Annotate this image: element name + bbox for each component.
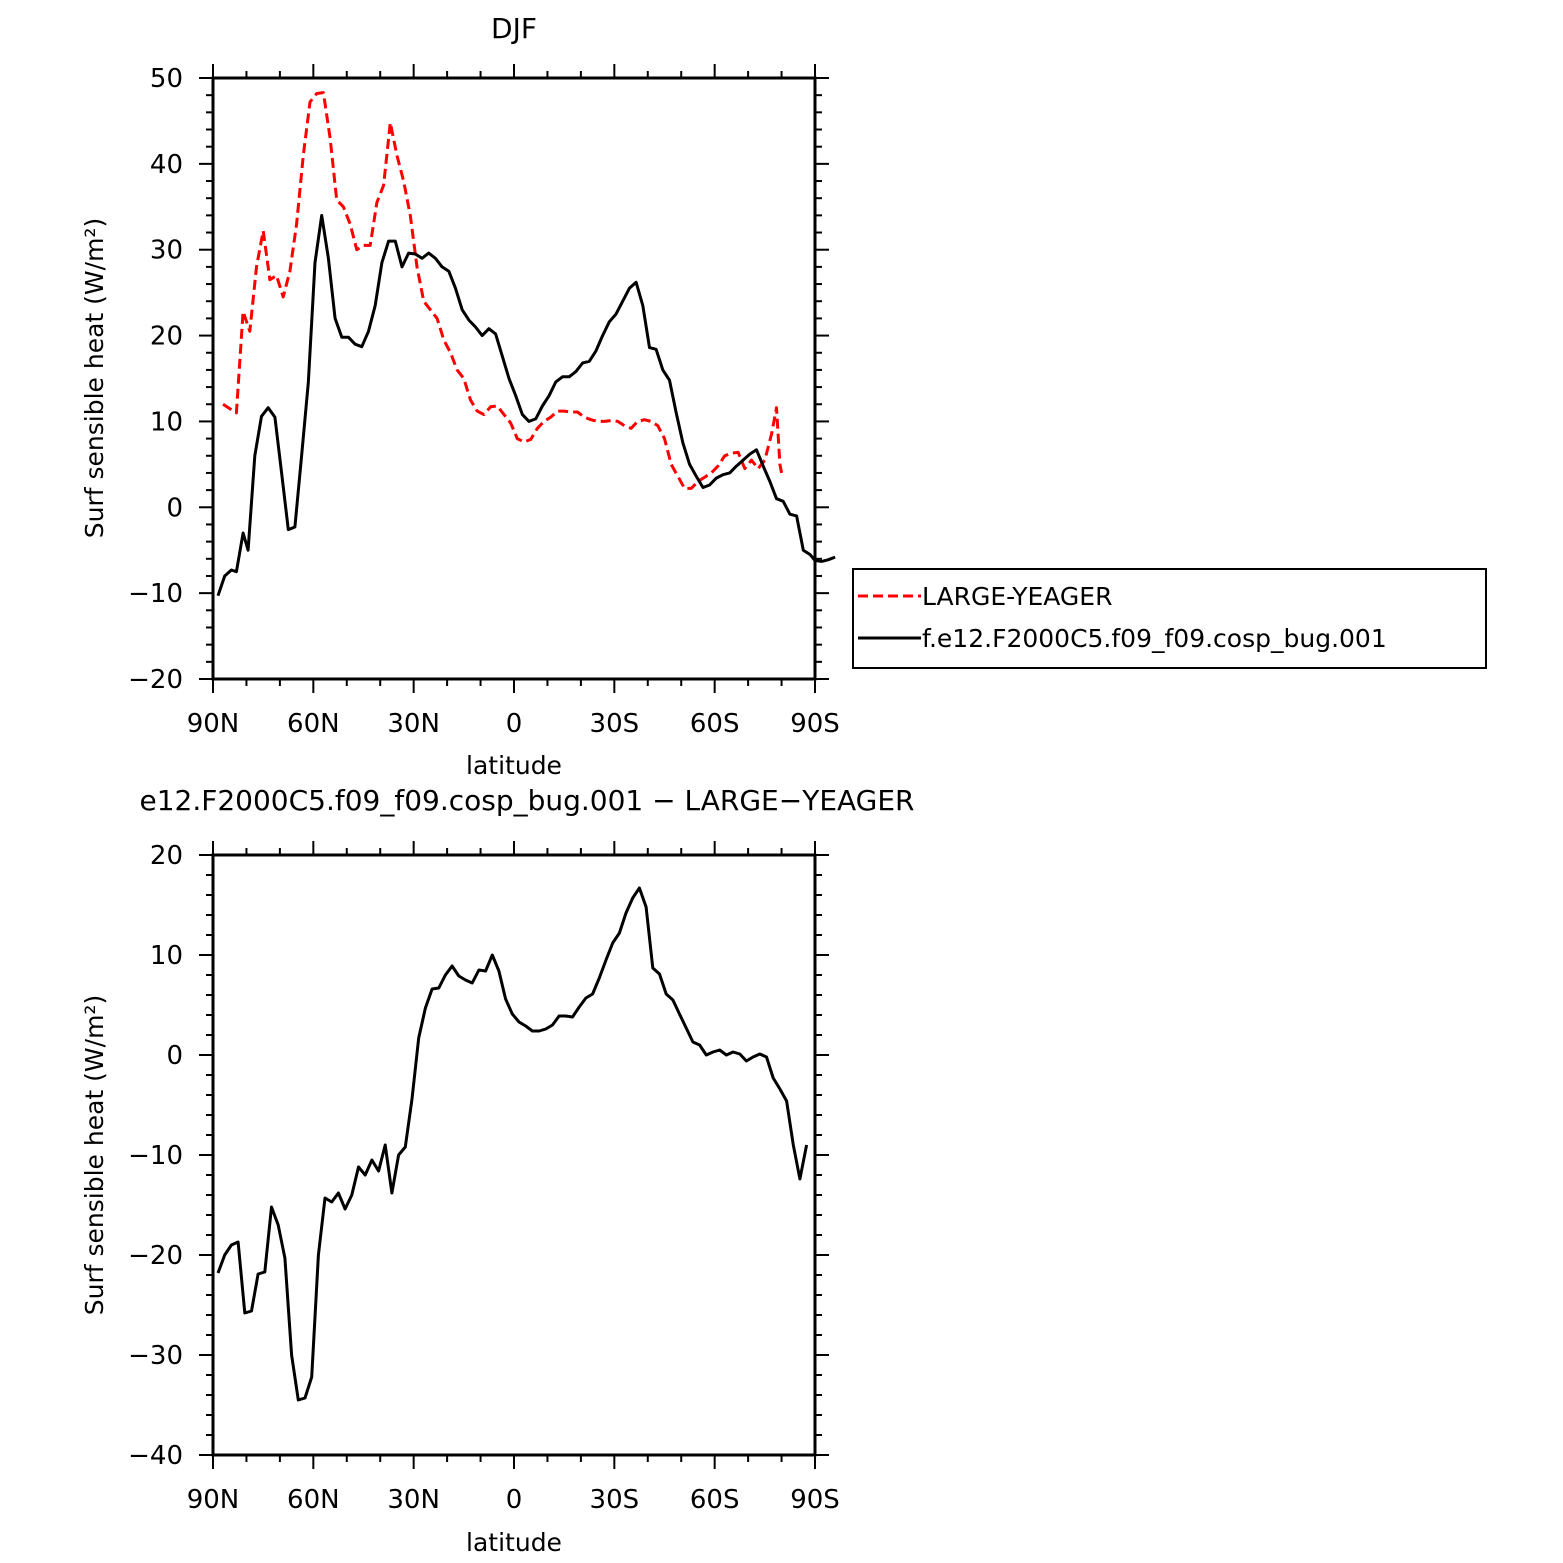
top-y-tick-label: 40 — [150, 150, 183, 180]
bottom-x-tick-label: 90N — [187, 1485, 240, 1515]
top-panel: DJF 90N 60N 30N 0 30S 60S 90S −20 −10 0 10 20 30 40 5… — [80, 12, 840, 780]
top-x-tick-label: 30N — [387, 709, 440, 739]
top-y-axis-label: Surf sensible heat (W/m²) — [80, 218, 109, 538]
top-x-axis-label: latitude — [466, 751, 562, 780]
bottom-y-ticks: −40 −30 −20 −10 0 10 20 — [128, 841, 829, 1471]
top-x-tick-label: 30S — [590, 709, 640, 739]
bottom-x-tick-label: 30S — [590, 1485, 640, 1515]
legend: LARGE-YEAGER f.e12.F2000C5.f09_f09.cosp_… — [852, 568, 1487, 669]
top-y-ticks: −20 −10 0 10 20 30 40 50 — [128, 64, 829, 695]
bottom-chart-frame — [211, 853, 817, 1457]
bottom-x-axis-label: latitude — [466, 1528, 562, 1557]
top-y-tick-label: 10 — [150, 407, 183, 437]
bottom-y-tick-label: −10 — [128, 1141, 183, 1171]
top-series-line-1 — [216, 213, 836, 597]
legend-label-cosp-bug: f.e12.F2000C5.f09_f09.cosp_bug.001 — [922, 624, 1387, 653]
bottom-x-tick-label: 30N — [387, 1485, 440, 1515]
top-x-tick-label: 0 — [506, 709, 523, 739]
bottom-plot-frame — [211, 853, 817, 1457]
bottom-x-tick-label: 60N — [287, 1485, 340, 1515]
top-x-tick-label: 60S — [690, 709, 740, 739]
bottom-y-axis-label: Surf sensible heat (W/m²) — [80, 995, 109, 1315]
bottom-y-tick-label: −40 — [128, 1441, 183, 1471]
top-y-tick-label: 50 — [150, 64, 183, 94]
top-x-tick-label: 90N — [187, 709, 240, 739]
bottom-y-tick-label: 10 — [150, 941, 183, 971]
bottom-y-tick-label: −30 — [128, 1341, 183, 1371]
legend-label-large-yeager: LARGE-YEAGER — [922, 582, 1112, 611]
bottom-x-tick-label: 60S — [690, 1485, 740, 1515]
bottom-x-tick-label: 90S — [790, 1485, 840, 1515]
bottom-y-tick-label: 20 — [150, 841, 183, 871]
top-x-tick-label: 90S — [790, 709, 840, 739]
top-y-tick-label: −10 — [128, 579, 183, 609]
top-series-line-0 — [222, 91, 784, 490]
top-y-tick-label: 0 — [166, 493, 183, 523]
bottom-panel: e12.F2000C5.f09_f09.cosp_bug.001 − LARGE… — [80, 784, 915, 1557]
legend-box — [852, 568, 1487, 669]
top-x-ticks: 90N 60N 30N 0 30S 60S 90S — [187, 64, 840, 739]
bottom-y-tick-label: −20 — [128, 1241, 183, 1271]
bottom-x-tick-label: 0 — [506, 1485, 523, 1515]
top-plot-frame — [211, 76, 817, 681]
top-chart-series — [216, 91, 836, 597]
bottom-chart-series — [216, 886, 809, 1402]
bottom-x-ticks: 90N 60N 30N 0 30S 60S 90S — [187, 841, 840, 1515]
top-y-tick-label: −20 — [128, 665, 183, 695]
top-x-tick-label: 60N — [287, 709, 340, 739]
top-chart-frame — [211, 76, 817, 681]
bottom-chart-title: e12.F2000C5.f09_f09.cosp_bug.001 − LARGE… — [139, 784, 914, 817]
top-y-tick-label: 20 — [150, 322, 183, 352]
bottom-y-tick-label: 0 — [166, 1041, 183, 1071]
top-chart-title: DJF — [491, 12, 537, 45]
top-y-tick-label: 30 — [150, 236, 183, 266]
bottom-series-line-0 — [216, 886, 809, 1402]
